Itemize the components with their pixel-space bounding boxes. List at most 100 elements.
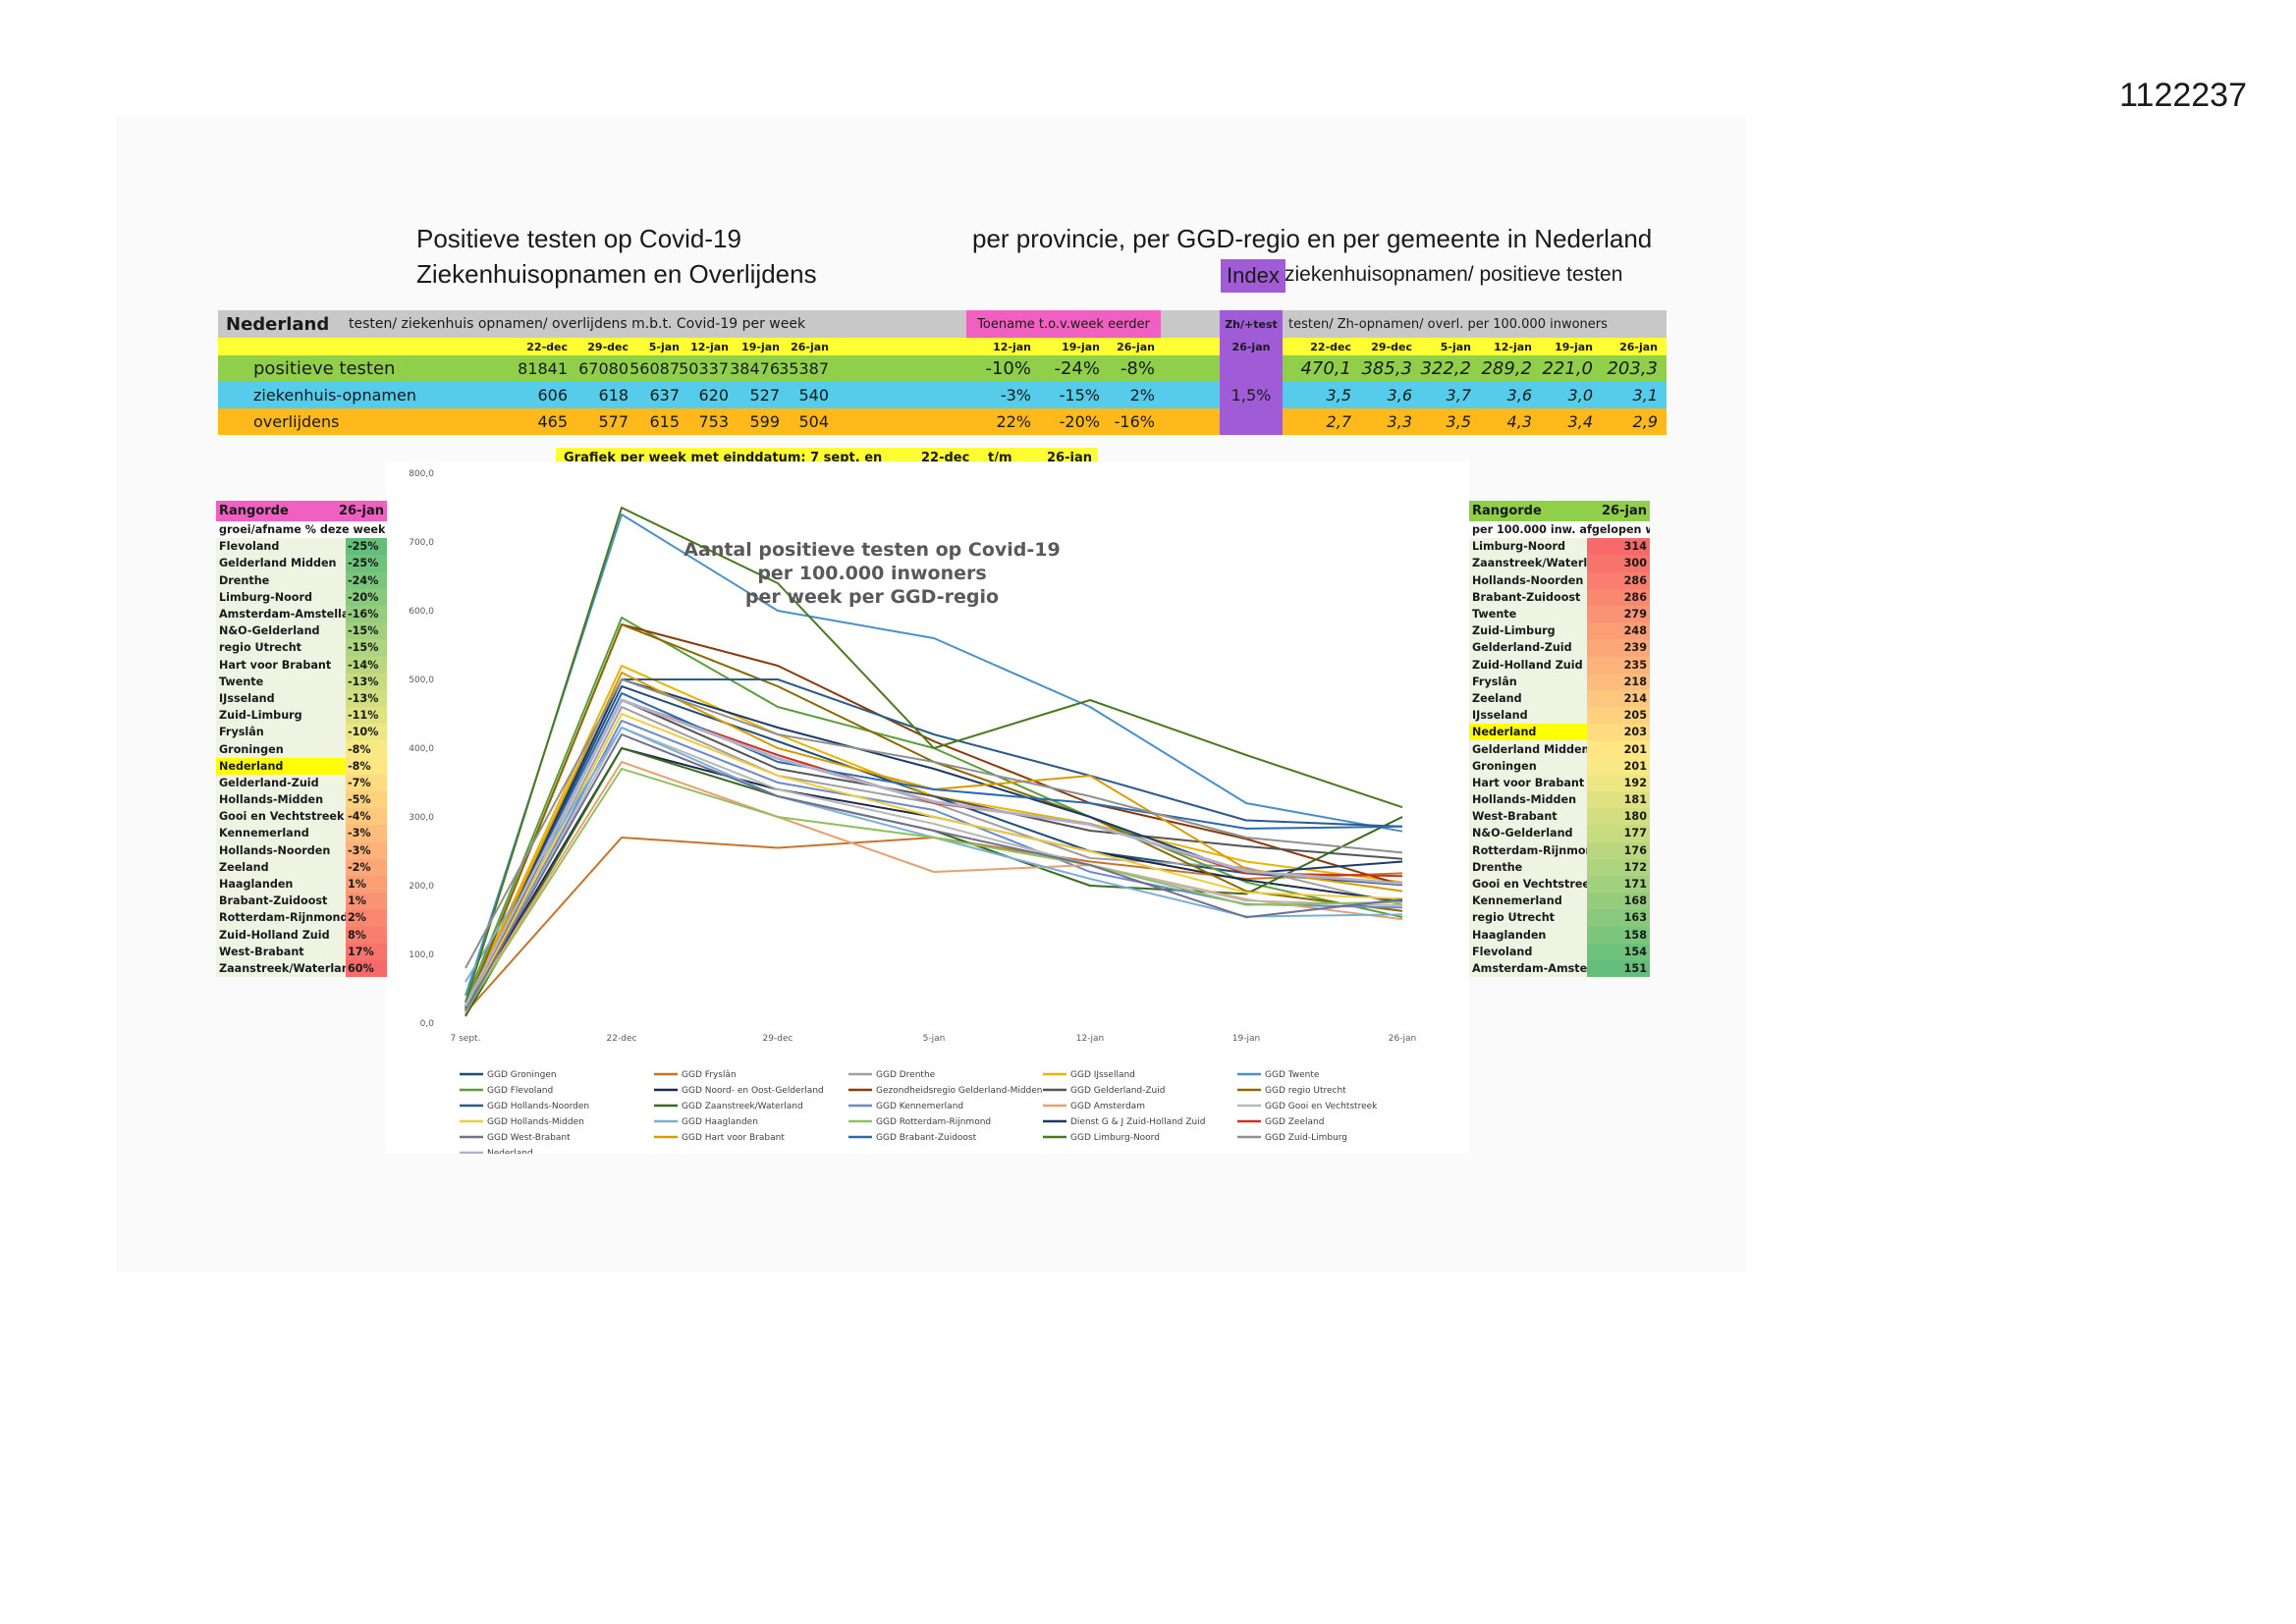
ranking-row-name: Brabant-Zuidoost [1469, 588, 1590, 606]
ranking-row-name: Flevoland [216, 538, 349, 556]
date-change: 19-jan [1062, 340, 1100, 353]
ranking-row: Fryslân 218 [1469, 673, 1650, 690]
per100k-value: 385,3 [1361, 358, 1412, 379]
left-table-subtitle: groei/afname % deze week [219, 523, 386, 537]
abs-value: 577 [598, 412, 629, 431]
date-abs: 5-jan [648, 340, 680, 353]
ranking-row-name: IJsseland [1469, 707, 1590, 725]
ranking-row: Gelderland-Zuid -7% [216, 774, 387, 791]
summary-row-tests: positieve testen 81841 67080 56087 50337… [218, 355, 1667, 434]
ranking-row-value: 177 [1587, 825, 1650, 842]
ranking-row-value: 192 [1587, 774, 1650, 791]
row-label: positieve testen [253, 358, 396, 379]
date-per100k: 29-dec [1371, 340, 1412, 353]
legend-label: GGD Gelderland-Zuid [1070, 1086, 1165, 1096]
ranking-row: N&O-Gelderland -15% [216, 623, 387, 640]
ranking-row-name: Zeeland [1469, 689, 1590, 708]
title-line1-right: per provincie, per GGD-regio en per geme… [972, 224, 1653, 253]
series-line [464, 698, 1403, 1007]
ranking-row: Zeeland -2% [216, 858, 387, 876]
ranking-row-name: Drenthe [1469, 858, 1590, 876]
date-per100k: 12-jan [1494, 340, 1532, 353]
ranking-row-name: Rotterdam-Rijnmond [216, 909, 349, 927]
ranking-row-value: 248 [1587, 623, 1650, 640]
ranking-row: Nederland 203 [1469, 724, 1650, 741]
ranking-row-name: Amsterdam-Amstelland [1469, 959, 1590, 978]
ranking-row: Gelderland Midden -25% [216, 555, 387, 572]
abs-value: 38476 [730, 359, 780, 378]
y-tick-label: 200,0 [409, 882, 434, 892]
ranking-row-value: -8% [346, 740, 387, 758]
y-tick-label: 100,0 [409, 950, 434, 960]
ranking-row-value: 154 [1587, 943, 1650, 960]
x-tick-label: 22-dec [607, 1034, 637, 1044]
abs-value: 620 [698, 386, 729, 405]
abs-value: 81841 [518, 359, 568, 378]
abs-value: 540 [798, 386, 829, 405]
ranking-row-value: -25% [346, 555, 387, 572]
ranking-row-value: -2% [346, 858, 387, 876]
index-badge: Index [1221, 259, 1285, 293]
per100k-value: 221,0 [1542, 358, 1593, 379]
ranking-row-name: Limburg-Noord [1469, 538, 1590, 556]
ratio-column [1220, 408, 1283, 435]
change-value: -8% [1120, 358, 1155, 379]
ranking-row-value: 201 [1587, 740, 1650, 758]
summary-table: Nederland testen/ ziekenhuis opnamen/ ov… [218, 310, 1667, 435]
line-chart: 0,0 100,0 200,0 300,0 400,0 500,0 600,0 700,0 80… [409, 469, 1416, 1159]
ranking-row: regio Utrecht -15% [216, 639, 387, 657]
legend-label: GGD Zaanstreek/Waterland [682, 1102, 803, 1111]
ranking-row-name: Haaglanden [1469, 926, 1590, 944]
chart-title-line: per week per GGD-regio [745, 586, 999, 608]
abs-value: 637 [649, 386, 680, 405]
ranking-row-name: West-Brabant [1469, 808, 1590, 826]
ranking-row-name: Hollands-Midden [1469, 791, 1590, 809]
ranking-row: Limburg-Noord -20% [216, 588, 387, 606]
date-abs: 26-jan [791, 340, 829, 353]
abs-value: 599 [749, 412, 780, 431]
ranking-row-value: -4% [346, 808, 387, 826]
ranking-row-value: -24% [346, 571, 387, 589]
change-value: -16% [1114, 412, 1155, 431]
ranking-row-value: 286 [1587, 588, 1650, 606]
y-tick-label: 800,0 [409, 469, 434, 479]
ranking-row-name: Nederland [216, 757, 349, 775]
row-label: ziekenhuis-opnamen [253, 386, 416, 405]
ranking-row: Zeeland 214 [1469, 689, 1650, 708]
y-tick-label: 300,0 [409, 813, 434, 823]
date-abs: 19-jan [741, 340, 780, 353]
ranking-row: Haaglanden 1% [216, 875, 387, 893]
ranking-row-value: -11% [346, 707, 387, 725]
date-change: 26-jan [1117, 340, 1155, 353]
y-tick-label: 700,0 [409, 538, 434, 548]
ranking-row-value: 151 [1587, 959, 1650, 978]
per100k-value: 2,9 [1632, 412, 1658, 431]
x-tick-label: 12-jan [1076, 1034, 1104, 1044]
date-per100k: 19-jan [1555, 340, 1593, 353]
ranking-row-value: 214 [1587, 689, 1650, 708]
ranking-row-value: -13% [346, 689, 387, 708]
legend-label: GGD IJsselland [1070, 1070, 1135, 1080]
legend-label: GGD Gooi en Vechtstreek [1265, 1102, 1378, 1111]
change-value: -15% [1059, 386, 1100, 405]
legend-label: GGD Zuid-Limburg [1265, 1133, 1347, 1143]
x-tick-label: 19-jan [1232, 1034, 1260, 1044]
ranking-row-name: Fryslân [216, 724, 349, 741]
summary-dates-row: 22-dec 29-dec 5-jan 12-jan 19-jan 26-jan… [218, 338, 1667, 355]
ranking-row-value: -14% [346, 656, 387, 674]
abs-value: 527 [749, 386, 780, 405]
series-line [465, 761, 1403, 1010]
ranking-row-value: 8% [346, 926, 387, 944]
ranking-row-value: 279 [1587, 605, 1650, 623]
ranking-row-name: N&O-Gelderland [1469, 825, 1590, 842]
summary-row-hospital: ziekenhuis-opnamen 606 618 637 620 527 5… [218, 382, 1667, 408]
y-tick-label: 0,0 [420, 1019, 435, 1029]
legend-label: GGD West-Brabant [487, 1133, 571, 1143]
x-tick-label: 26-jan [1389, 1034, 1416, 1044]
ranking-row-value: 60% [346, 959, 387, 978]
ranking-row-value: -8% [346, 757, 387, 775]
legend-label: GGD Hollands-Noorden [487, 1102, 589, 1111]
chart-area: 0,0 100,0 200,0 300,0 400,0 500,0 600,0 700,0 80… [385, 461, 1469, 1159]
series-line [465, 692, 1403, 1009]
series-line [465, 514, 1403, 997]
